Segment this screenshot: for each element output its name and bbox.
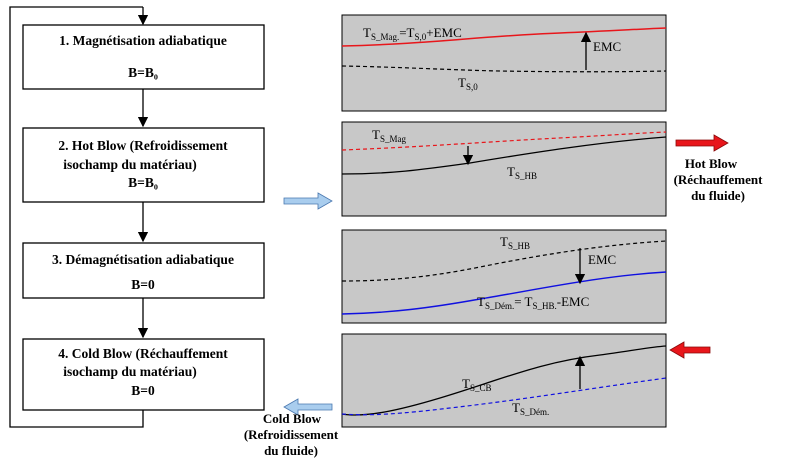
step-box-2: 2. Hot Blow (Refroidissement isochamp du…	[22, 127, 265, 203]
panel-3-top-curve	[341, 240, 667, 282]
step-box-1: 1. Magnétisation adiabatique B=B₀	[22, 24, 265, 90]
panel-1-emc-label: EMC	[593, 39, 621, 54]
panel-2: TS_Mag TS_HB	[341, 121, 667, 217]
panel-4-label-top: TS_CB	[462, 376, 491, 393]
panel-4-bottom-curve	[341, 377, 667, 416]
panel-4: TS_CB TS_Dém.	[341, 333, 667, 428]
hot-blow-arrow-icon	[675, 134, 729, 152]
step-3-title: 3. Démagnétisation adiabatique	[52, 252, 234, 267]
panel-3-bottom-curve	[341, 271, 667, 315]
panel-3: TS_HB EMC TS_Dém.= TS_HB.-EMC	[341, 229, 667, 324]
cold-blow-label-line1: Cold Blow	[263, 411, 322, 426]
panel-4-label-bottom: TS_Dém.	[512, 400, 549, 417]
panel-1-label-bottom: TS,0	[458, 75, 478, 92]
step-1-field: B=B₀	[128, 65, 158, 80]
step-2-title-line2: isochamp du matériau)	[63, 157, 197, 172]
cold-blow-inflow-arrow-icon	[669, 341, 711, 359]
panel-1: TS_Mag.=TS,0+EMC EMC TS,0	[341, 14, 667, 112]
cold-blow-arrow-icon	[283, 398, 333, 416]
step-4-field: B=0	[131, 383, 155, 398]
cold-blow-label-line3: du fluide)	[264, 443, 318, 458]
panel-3-label-bottom: TS_Dém.= TS_HB.-EMC	[477, 294, 589, 311]
step-box-4: 4. Cold Blow (Réchauffement isochamp du …	[22, 338, 265, 411]
step-2-title-line1: 2. Hot Blow (Refroidissement	[58, 138, 228, 153]
panel-3-emc-label: EMC	[588, 252, 616, 267]
panel-2-label-top: TS_Mag	[372, 127, 406, 144]
step-box-3: 3. Démagnétisation adiabatique B=0	[22, 242, 265, 299]
panel-2-label-bottom: TS_HB	[507, 164, 537, 181]
hot-blow-label-line3: du fluide)	[691, 188, 745, 203]
panel-3-label-top: TS_HB	[500, 234, 530, 251]
panel-4-top-curve	[341, 345, 667, 416]
step-2-field: B=B₀	[128, 175, 158, 190]
cycle-loop-line	[9, 6, 144, 428]
panel-1-bottom-curve	[341, 65, 667, 73]
step-4-title-line1: 4. Cold Blow (Réchauffement	[58, 346, 228, 361]
panel-1-top-curve	[341, 27, 667, 47]
hot-blow-inflow-arrow-icon	[283, 192, 333, 210]
panel-2-bottom-curve	[341, 136, 667, 175]
step-4-title-line2: isochamp du matériau)	[63, 364, 197, 379]
cold-blow-label-line2: (Refroidissement	[244, 427, 339, 442]
hot-blow-label-line1: Hot Blow	[685, 156, 738, 171]
hot-blow-label-line2: (Réchauffement	[674, 172, 763, 187]
panel-1-label-top: TS_Mag.=TS,0+EMC	[363, 25, 462, 42]
step-1-title: 1. Magnétisation adiabatique	[59, 33, 227, 48]
panel-2-top-curve	[341, 131, 667, 151]
step-3-field: B=0	[131, 277, 155, 292]
